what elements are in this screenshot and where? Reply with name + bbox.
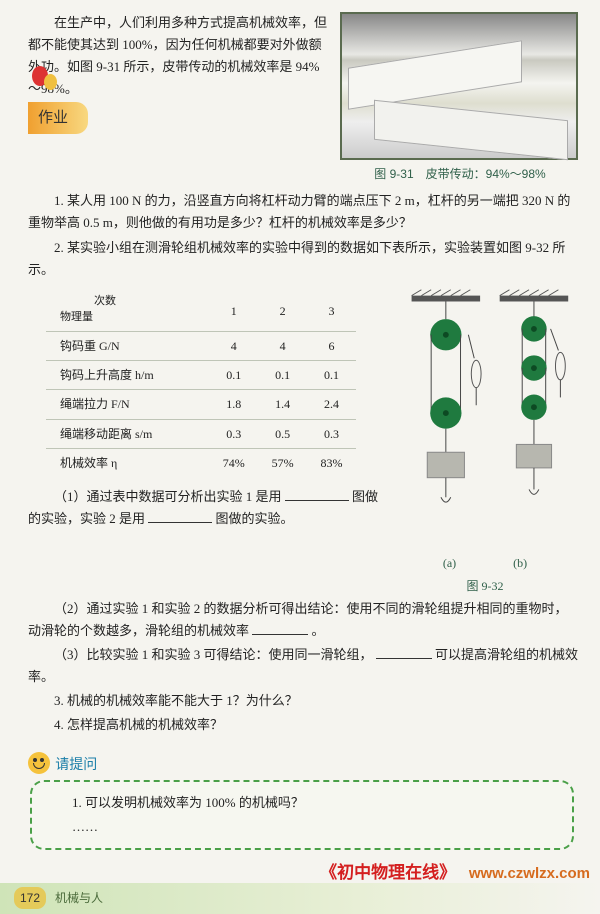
row-cell: 6 bbox=[307, 331, 356, 360]
blank-4[interactable] bbox=[376, 645, 432, 659]
row-cell: 0.1 bbox=[307, 361, 356, 390]
question-2-1: （1）通过表中数据可分析出实验 1 是用 图做的实验，实验 2 是用 图做的实验… bbox=[28, 486, 390, 530]
ask-q1: 1. 可以发明机械效率为 100% 的机械吗？ bbox=[46, 792, 558, 814]
row-cell: 83% bbox=[307, 449, 356, 478]
fig32-label-b: (b) bbox=[513, 556, 527, 570]
experiment-table: 次数物理量 1 2 3 钩码重 G/N446钩码上升高度 h/m0.10.10.… bbox=[46, 291, 356, 478]
fig32-label-a: (a) bbox=[443, 556, 456, 570]
question-3: 3. 机械的机械效率能不能大于 1？为什么？ bbox=[28, 690, 580, 712]
question-2-2: （2）通过实验 1 和实验 2 的数据分析可得出结论：使用不同的滑轮组提升相同的… bbox=[28, 598, 580, 642]
smiley-icon bbox=[28, 752, 50, 774]
question-2-3: （3）比较实验 1 和实验 3 可得结论：使用同一滑轮组， 可以提高滑轮组的机械… bbox=[28, 644, 580, 688]
ask-heading: 请提问 bbox=[55, 756, 97, 772]
table-row: 钩码上升高度 h/m0.10.10.1 bbox=[46, 361, 356, 390]
row-cell: 4 bbox=[258, 331, 307, 360]
figure-9-32-caption: 图 9-32 bbox=[390, 576, 580, 596]
blank-2[interactable] bbox=[148, 509, 212, 523]
table-row: 绳端拉力 F/N1.81.42.4 bbox=[46, 390, 356, 419]
figure-9-32: (a) (b) 图 9-32 bbox=[390, 287, 580, 596]
th-label: 次数物理量 bbox=[46, 291, 209, 331]
pulley-diagram bbox=[392, 287, 578, 547]
row-cell: 74% bbox=[209, 449, 258, 478]
figure-9-31-caption: 图 9-31 皮带传动：94%～98% bbox=[340, 164, 580, 184]
balloon-decoration bbox=[28, 60, 580, 102]
page-unit: 机械与人 bbox=[55, 891, 103, 905]
row-cell: 1.4 bbox=[258, 390, 307, 419]
row-label: 绳端移动距离 s/m bbox=[46, 419, 209, 448]
row-cell: 0.1 bbox=[258, 361, 307, 390]
table-row: 绳端移动距离 s/m0.30.50.3 bbox=[46, 419, 356, 448]
question-4: 4. 怎样提高机械的机械效率？ bbox=[28, 714, 580, 736]
question-1: 1. 某人用 100 N 的力，沿竖直方向将杠杆动力臂的端点压下 2 m，杠杆的… bbox=[28, 190, 580, 234]
th-1: 1 bbox=[209, 291, 258, 331]
blank-3[interactable] bbox=[252, 621, 308, 635]
homework-heading: 作业 bbox=[28, 102, 88, 134]
row-cell: 1.8 bbox=[209, 390, 258, 419]
row-cell: 0.3 bbox=[209, 419, 258, 448]
question-2: 2. 某实验小组在测滑轮组机械效率的实验中得到的数据如下表所示，实验装置如图 9… bbox=[28, 237, 580, 281]
row-label: 机械效率 η bbox=[46, 449, 209, 478]
blank-1[interactable] bbox=[285, 487, 349, 501]
table-row: 机械效率 η74%57%83% bbox=[46, 449, 356, 478]
ask-ellipsis: …… bbox=[46, 816, 558, 838]
th-3: 3 bbox=[307, 291, 356, 331]
th-2: 2 bbox=[258, 291, 307, 331]
row-cell: 57% bbox=[258, 449, 307, 478]
row-label: 绳端拉力 F/N bbox=[46, 390, 209, 419]
row-cell: 0.1 bbox=[209, 361, 258, 390]
row-label: 钩码上升高度 h/m bbox=[46, 361, 209, 390]
row-cell: 2.4 bbox=[307, 390, 356, 419]
row-cell: 0.5 bbox=[258, 419, 307, 448]
page-number: 172 bbox=[14, 887, 46, 909]
table-row: 钩码重 G/N446 bbox=[46, 331, 356, 360]
row-label: 钩码重 G/N bbox=[46, 331, 209, 360]
row-cell: 0.3 bbox=[307, 419, 356, 448]
page-footer: 172 机械与人 bbox=[0, 883, 600, 914]
row-cell: 4 bbox=[209, 331, 258, 360]
ask-box: 1. 可以发明机械效率为 100% 的机械吗？ …… bbox=[30, 780, 574, 850]
